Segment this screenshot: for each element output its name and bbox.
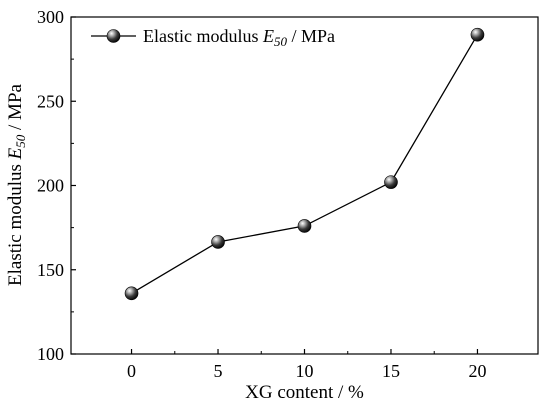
data-point [211,235,225,249]
y-tick-label: 150 [37,260,64,280]
x-axis-title: XG content / % [245,382,364,403]
data-point [297,219,312,233]
y-tick-label: 250 [37,91,64,111]
x-tick-label: 0 [127,361,136,381]
data-point [124,286,139,301]
data-point [470,27,485,42]
x-axis-ticks: 0 5 10 15 20 [127,349,486,381]
legend: Elastic modulus E50 / MPa [91,26,335,49]
y-tick-label: 300 [37,7,64,27]
y-axis-ticks: 100 150 200 250 300 [37,7,76,364]
plot-frame [70,16,539,355]
x-tick-label: 20 [468,361,486,381]
data-point [384,175,398,189]
series-layer [124,27,485,301]
legend-marker [106,29,121,43]
y-tick-label: 200 [37,176,64,196]
x-tick-label: 15 [382,361,400,381]
y-axis-title: Elastic modulus E50 / MPa [5,83,28,286]
series-line [131,34,479,294]
y-tick-label: 100 [37,344,64,364]
x-tick-label: 5 [214,361,223,381]
x-tick-label: 10 [296,361,314,381]
legend-label: Elastic modulus E50 / MPa [143,26,335,49]
